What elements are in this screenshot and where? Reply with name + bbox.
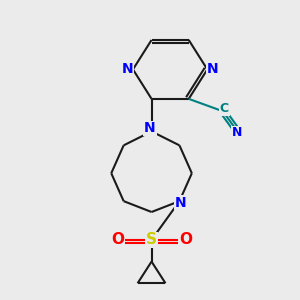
Text: N: N [175, 196, 187, 210]
Text: O: O [111, 232, 124, 247]
Text: O: O [179, 232, 192, 247]
Text: N: N [122, 62, 133, 76]
Text: C: C [220, 102, 229, 115]
Text: N: N [232, 127, 242, 140]
Text: N: N [144, 121, 156, 135]
Text: S: S [146, 232, 157, 247]
Text: N: N [207, 62, 219, 76]
